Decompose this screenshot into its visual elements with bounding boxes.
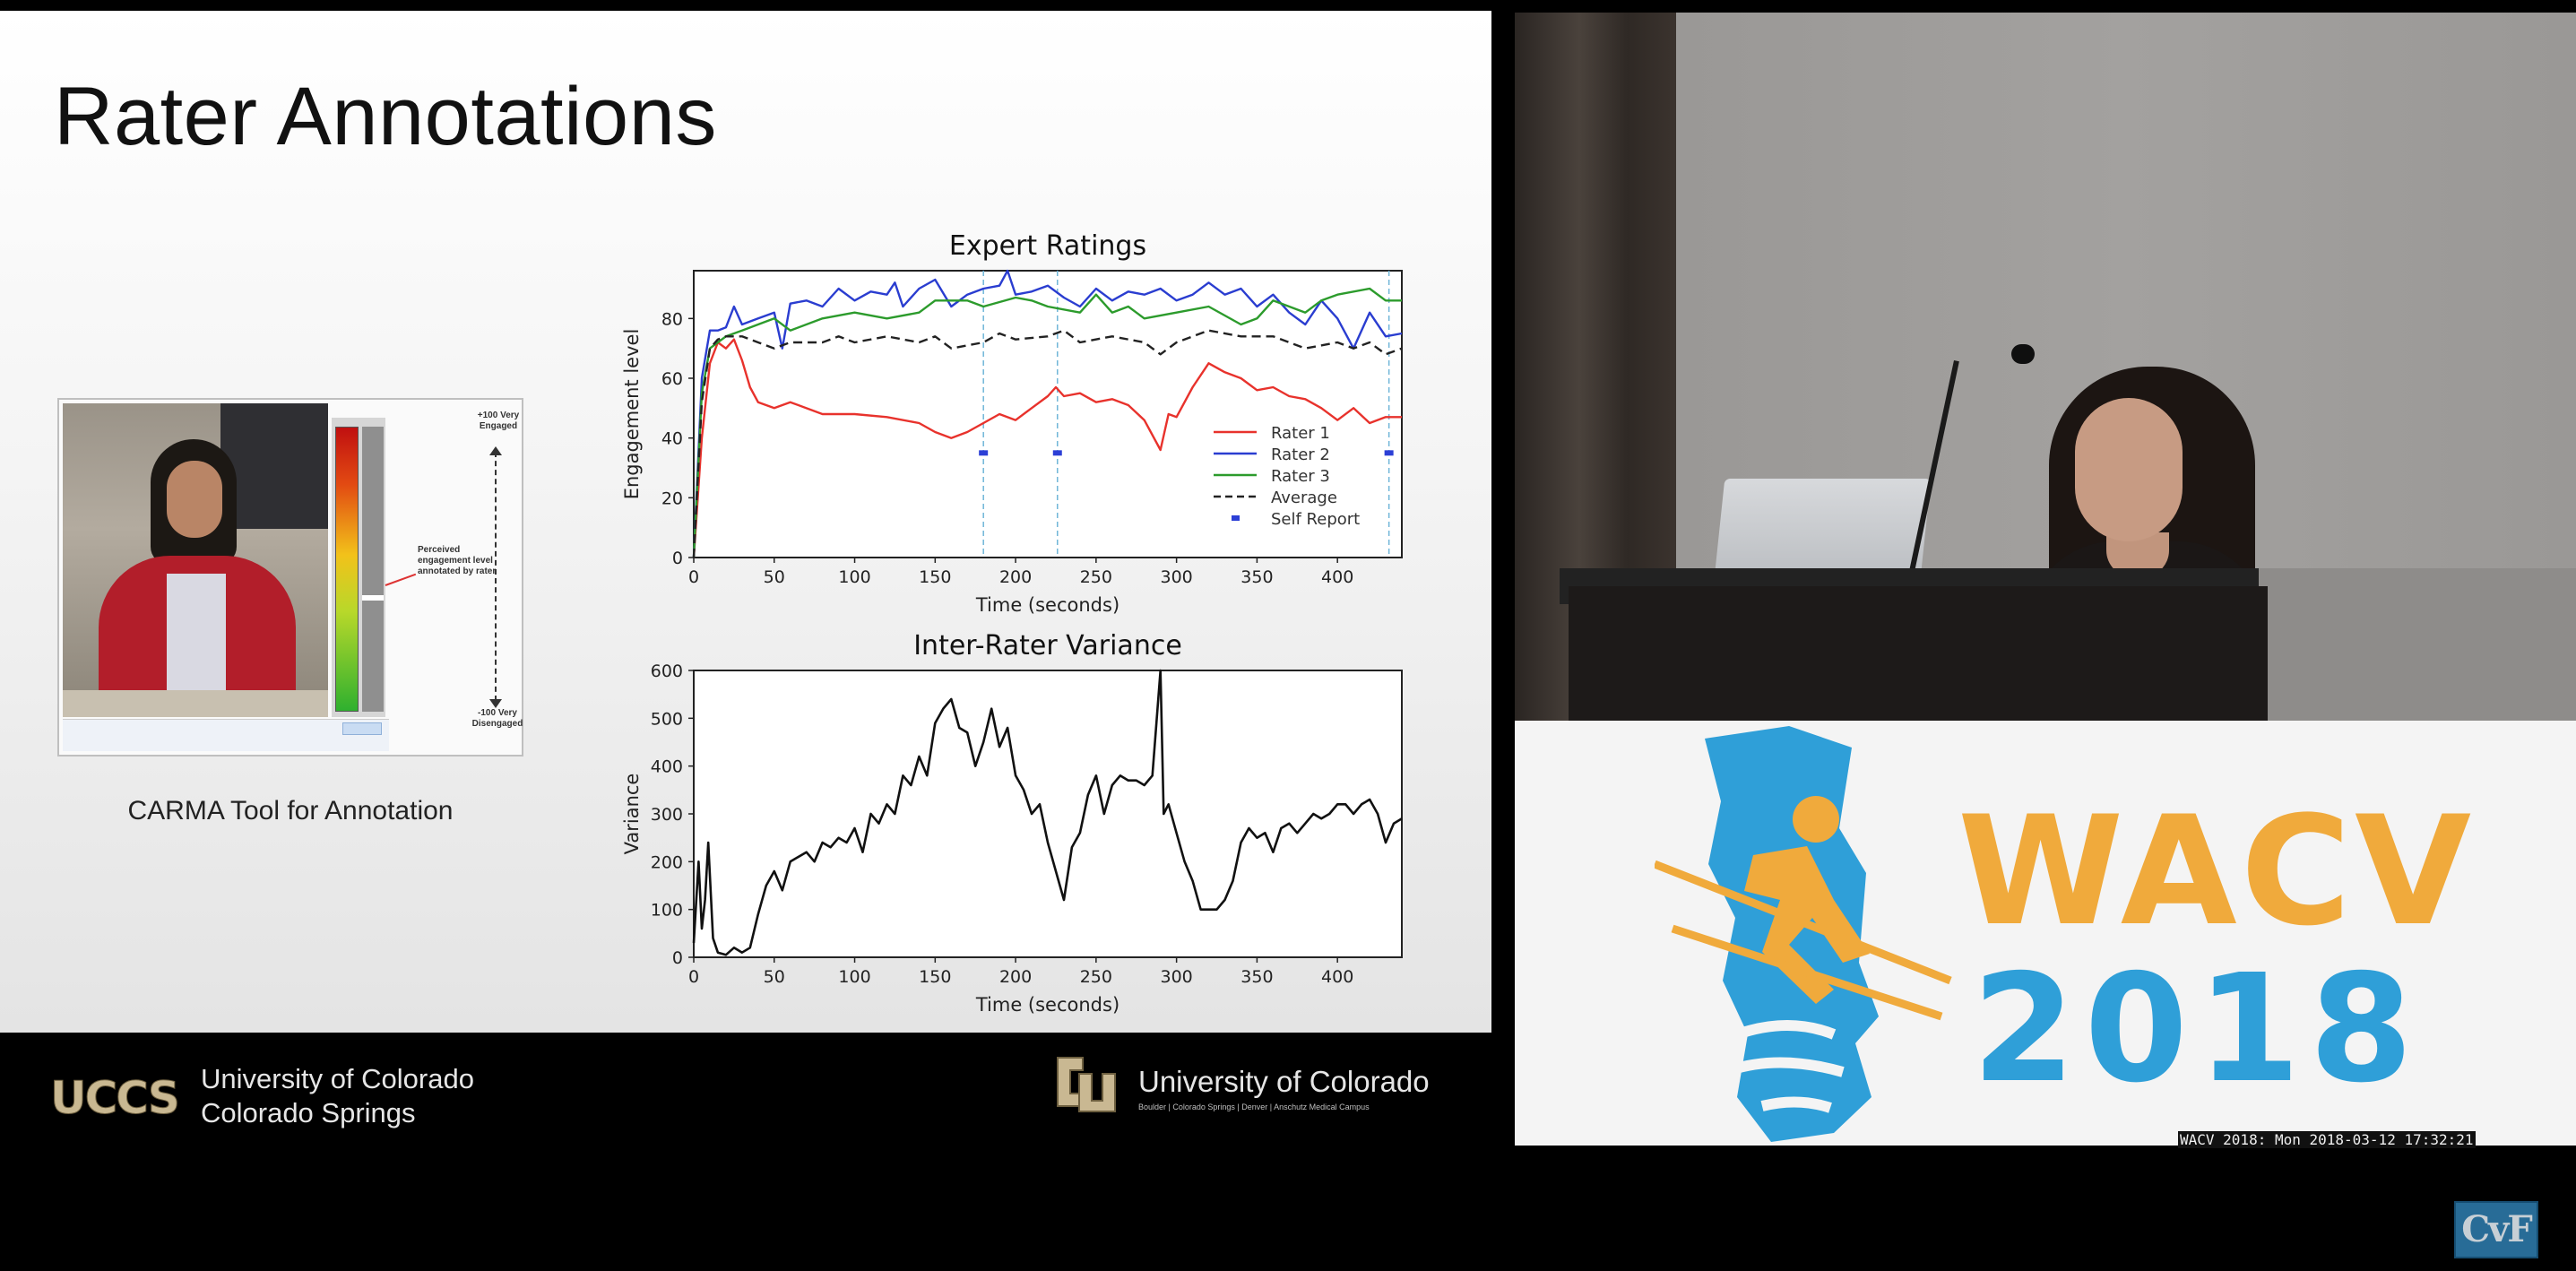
carma-scale-arrow bbox=[495, 452, 497, 701]
carma-bottom-label: -100 Very Disengaged bbox=[471, 708, 523, 729]
legend-label: Rater 2 bbox=[1271, 445, 1330, 464]
carma-caption: CARMA Tool for Annotation bbox=[127, 796, 454, 826]
carma-engagement-color-bar bbox=[335, 427, 359, 712]
speaker-video-feed bbox=[1515, 13, 2576, 721]
x-tick-label: 0 bbox=[688, 967, 699, 987]
y-tick-label: 0 bbox=[672, 549, 683, 568]
y-tick-label: 600 bbox=[651, 661, 683, 681]
self-report-marker bbox=[1052, 450, 1062, 456]
carma-video-frame bbox=[63, 403, 328, 717]
carma-ok-button bbox=[342, 722, 382, 735]
inter-rater-variance-chart: Inter-Rater Variance 0 50 100 150 200 250 300 35… bbox=[621, 630, 1403, 1016]
cu-monogram-icon bbox=[1057, 1057, 1116, 1112]
series-line-4 bbox=[692, 329, 1403, 558]
legend-label: Self Report bbox=[1271, 510, 1360, 529]
wacv-wordmark: WACV bbox=[1958, 783, 2476, 959]
plot-area bbox=[693, 270, 1403, 558]
cu-name: University of Colorado bbox=[1138, 1065, 1430, 1098]
carma-top-label: +100 Very Engaged bbox=[477, 411, 520, 431]
x-tick-label: 100 bbox=[838, 567, 870, 587]
uccs-name-line2: Colorado Springs bbox=[201, 1097, 416, 1128]
carma-mid-label: Perceived engagement level annotated by … bbox=[418, 545, 497, 576]
y-tick-label: 500 bbox=[651, 709, 683, 729]
x-tick-label: 250 bbox=[1080, 567, 1112, 587]
x-tick-label: 200 bbox=[999, 967, 1032, 987]
legend-label: Rater 1 bbox=[1271, 424, 1330, 443]
x-tick-label: 400 bbox=[1321, 567, 1353, 587]
chart-title: Inter-Rater Variance bbox=[913, 630, 1182, 661]
x-tick-label: 400 bbox=[1321, 967, 1353, 987]
y-tick-label: 80 bbox=[661, 309, 683, 329]
slide-title: Rater Annotations bbox=[54, 71, 717, 162]
x-tick-label: 350 bbox=[1240, 567, 1273, 587]
legend-label: Rater 3 bbox=[1271, 467, 1330, 486]
y-tick-label: 0 bbox=[672, 948, 683, 968]
chart-title: Expert Ratings bbox=[949, 230, 1146, 262]
arrow-down-icon bbox=[489, 699, 502, 708]
cu-logo: University of Colorado Boulder | Colorad… bbox=[1049, 1052, 1479, 1124]
uccs-logo: UCCS University of Colorado Colorado Spr… bbox=[50, 1063, 516, 1135]
uccs-mark: UCCS bbox=[50, 1072, 181, 1125]
carma-pointer-line bbox=[385, 573, 417, 586]
y-tick-label: 100 bbox=[651, 901, 683, 921]
expert-ratings-chart: Expert Ratings 0 50 100 150 200 250 300 350 400 0 2… bbox=[621, 230, 1403, 616]
y-tick-label: 20 bbox=[661, 489, 683, 508]
wacv-year: 2018 bbox=[1972, 943, 2423, 1116]
presentation-slide: Rater Annotations +100 Very Engaged Perc… bbox=[0, 11, 1491, 1033]
x-tick-label: 300 bbox=[1161, 967, 1193, 987]
carma-slider-knob bbox=[362, 595, 384, 601]
x-tick-label: 200 bbox=[999, 567, 1032, 587]
carma-tool-figure: +100 Very Engaged Perceived engagement l… bbox=[57, 398, 523, 757]
uccs-name-line1: University of Colorado bbox=[201, 1063, 474, 1094]
y-tick-label: 300 bbox=[651, 805, 683, 825]
carma-control-bar bbox=[63, 719, 389, 751]
series-line-3 bbox=[692, 287, 1402, 558]
wacv-logo-panel: WACV 2018 bbox=[1515, 721, 2576, 1146]
x-tick-label: 50 bbox=[764, 567, 785, 587]
series-line-1 bbox=[692, 669, 1403, 956]
x-axis-label: Time (seconds) bbox=[975, 994, 1119, 1016]
legend-label: Average bbox=[1271, 489, 1337, 507]
legend-swatch bbox=[1232, 515, 1240, 521]
series-line-1 bbox=[692, 338, 1402, 558]
y-axis-label: Engagement level bbox=[621, 329, 643, 500]
y-tick-label: 60 bbox=[661, 369, 683, 389]
x-tick-label: 150 bbox=[919, 567, 951, 587]
cvf-logo-icon: CvF bbox=[2454, 1201, 2538, 1258]
y-tick-label: 400 bbox=[651, 757, 683, 777]
recording-timestamp: WACV 2018: Mon 2018-03-12 17:32:21 bbox=[2178, 1131, 2476, 1148]
x-tick-label: 150 bbox=[919, 967, 951, 987]
arrow-up-icon bbox=[489, 446, 502, 455]
x-tick-label: 100 bbox=[838, 967, 870, 987]
series-line-2 bbox=[692, 269, 1403, 558]
y-tick-label: 200 bbox=[651, 852, 683, 872]
carma-slider-track bbox=[362, 427, 384, 712]
y-tick-label: 40 bbox=[661, 429, 683, 449]
x-axis-label: Time (seconds) bbox=[975, 594, 1119, 616]
x-tick-label: 50 bbox=[764, 967, 785, 987]
y-axis-label: Variance bbox=[621, 774, 643, 855]
self-report-marker bbox=[979, 450, 989, 456]
cu-campuses: Boulder | Colorado Springs | Denver | An… bbox=[1138, 1102, 1370, 1111]
x-tick-label: 0 bbox=[688, 567, 699, 587]
plot-area bbox=[693, 670, 1403, 958]
x-tick-label: 250 bbox=[1080, 967, 1112, 987]
self-report-marker bbox=[1384, 450, 1394, 456]
x-tick-label: 300 bbox=[1161, 567, 1193, 587]
lake-tahoe-skier-icon bbox=[1655, 726, 1952, 1142]
x-tick-label: 350 bbox=[1240, 967, 1273, 987]
